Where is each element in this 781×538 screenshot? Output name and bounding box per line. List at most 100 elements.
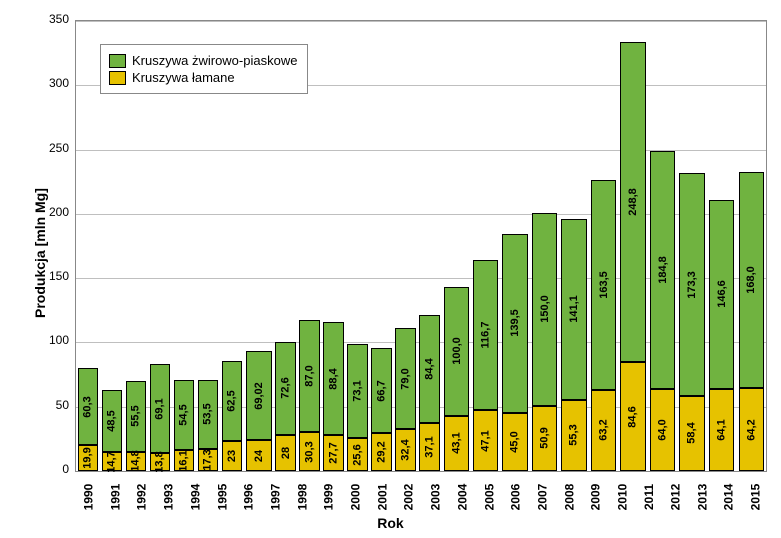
x-tick-label: 2002 — [402, 484, 416, 511]
bar-value-label: 248,8 — [627, 189, 639, 217]
bar-value-label: 27,7 — [328, 442, 340, 463]
bar-segment-top: 54,5 — [174, 380, 195, 450]
bar-slot: 87,030,3 — [298, 320, 322, 471]
x-tick-label: 2012 — [668, 484, 682, 511]
bar-segment-bottom: 58,4 — [679, 396, 704, 471]
bar-value-label: 30,3 — [304, 441, 316, 462]
bar: 84,437,1 — [419, 315, 440, 471]
bar-segment-top: 60,3 — [78, 368, 99, 446]
bar-segment-top: 69,1 — [150, 364, 171, 453]
bar: 168,0 64,2 — [739, 172, 764, 471]
legend-swatch — [109, 71, 126, 85]
bar-value-label: 88,4 — [328, 368, 340, 389]
bar-segment-bottom: 14,7 — [102, 452, 123, 471]
bar-value-label: 32,4 — [400, 439, 412, 460]
x-axis-labels: 1990199119921993199419951996199719981999… — [75, 490, 765, 504]
bar-value-label: 28 — [280, 447, 292, 459]
bar-value-label: 184,8 — [657, 256, 669, 284]
bar-value-label: 29,2 — [376, 442, 388, 463]
bar-value-label: 139,5 — [509, 310, 521, 338]
bar-value-label: 23 — [226, 450, 238, 462]
bar-segment-bottom: 19,9 — [78, 445, 99, 471]
bar-slot: 73,1 25,6 — [346, 344, 370, 471]
bar-slot: 79,032,4 — [394, 328, 418, 471]
bar-value-label: 146,6 — [716, 281, 728, 309]
x-tick-label: 2011 — [642, 484, 656, 510]
y-axis-title: Produkcja [mln Mg] — [32, 158, 48, 318]
bar-value-label: 64,2 — [745, 419, 757, 440]
bar-value-label: 60,3 — [82, 396, 94, 417]
y-tick-label: 0 — [29, 462, 69, 476]
y-tick-label: 200 — [29, 205, 69, 219]
bar: 100,043,1 — [444, 287, 469, 471]
bar-slot: 62,5 23 — [220, 361, 244, 471]
bar-value-label: 150,0 — [539, 295, 551, 323]
bar-segment-top: 100,0 — [444, 287, 469, 416]
bar-segment-top: 72,6 — [275, 342, 296, 435]
bar: 60,3 19,9 — [78, 368, 99, 471]
bar-value-label: 45,0 — [509, 431, 521, 452]
bar: 150,0 50,9 — [532, 213, 557, 471]
bar-slot: 116,7 47,1 — [471, 260, 500, 471]
x-tick-label: 2005 — [482, 484, 496, 511]
x-tick-label: 2000 — [348, 484, 362, 511]
bar-segment-bottom: 37,1 — [419, 423, 440, 471]
x-tick-label: 1997 — [268, 484, 282, 511]
bar-segment-bottom: 47,1 — [473, 410, 498, 471]
bar: 184,8 64,0 — [650, 151, 675, 471]
legend-label: Kruszywa łamane — [132, 70, 235, 85]
bar-slot: 163,563,2 — [589, 180, 619, 471]
bar-segment-bottom: 45,0 — [502, 413, 527, 471]
bar-slot: 100,043,1 — [442, 287, 472, 471]
bar-segment-bottom: 23 — [222, 441, 243, 471]
bar-slot: 141,155,3 — [559, 219, 589, 472]
bar-value-label: 14,8 — [130, 451, 142, 472]
bar-slot: 139,5 45,0 — [500, 234, 530, 471]
bar-segment-bottom: 25,6 — [347, 438, 368, 471]
x-tick-label: 1992 — [135, 484, 149, 511]
bar: 163,563,2 — [591, 180, 616, 471]
bar-slot: 53,5 17,3 — [196, 380, 220, 471]
bar-segment-top: 48,5 — [102, 390, 123, 452]
bar-value-label: 141,1 — [568, 295, 580, 323]
bar-value-label: 25,6 — [352, 444, 364, 465]
bar-slot: 248,884,6 — [618, 42, 648, 471]
x-tick-label: 2004 — [455, 484, 469, 511]
bar-slot: 88,4 27,7 — [322, 322, 346, 471]
x-tick-label: 1995 — [215, 484, 229, 511]
bar-segment-top: 69,02 — [246, 351, 271, 440]
bar: 116,7 47,1 — [473, 260, 498, 471]
bar-segment-bottom: 16,1 — [174, 450, 195, 471]
bar-value-label: 64,0 — [657, 419, 669, 440]
bar-segment-top: 53,5 — [198, 380, 219, 449]
bar-segment-top: 116,7 — [473, 260, 498, 410]
bar-segment-top: 168,0 — [739, 172, 764, 388]
y-tick-label: 250 — [29, 141, 69, 155]
bar-segment-top: 173,3 — [679, 173, 704, 396]
x-tick-label: 2010 — [615, 484, 629, 511]
bar-value-label: 17,3 — [202, 449, 214, 470]
bar: 69,0224 — [246, 351, 271, 471]
bar-slot: 60,3 19,9 — [76, 368, 100, 471]
bar-value-label: 72,6 — [280, 378, 292, 399]
bar-segment-bottom: 43,1 — [444, 416, 469, 471]
bar-value-label: 62,5 — [226, 391, 238, 412]
bar-slot: 173,358,4 — [677, 173, 707, 471]
bar-segment-bottom: 14,8 — [126, 452, 147, 471]
bar: 173,358,4 — [679, 173, 704, 471]
bar-segment-bottom: 63,2 — [591, 390, 616, 471]
bar-value-label: 116,7 — [480, 322, 492, 349]
bar: 248,884,6 — [620, 42, 645, 471]
bar-slot: 150,0 50,9 — [530, 213, 560, 471]
x-tick-label: 1994 — [188, 484, 202, 511]
bar-segment-top: 62,5 — [222, 361, 243, 441]
bar-value-label: 50,9 — [538, 428, 550, 449]
bar-segment-top: 139,5 — [502, 234, 527, 413]
bar-value-label: 53,5 — [202, 404, 214, 425]
bar-segment-top: 163,5 — [591, 180, 616, 390]
bar-segment-top: 73,1 — [347, 344, 368, 438]
bar-value-label: 37,1 — [424, 436, 436, 457]
bar-slot: 184,8 64,0 — [648, 151, 678, 471]
bar: 54,516,1 — [174, 380, 195, 471]
bar-segment-top: 141,1 — [561, 219, 586, 400]
